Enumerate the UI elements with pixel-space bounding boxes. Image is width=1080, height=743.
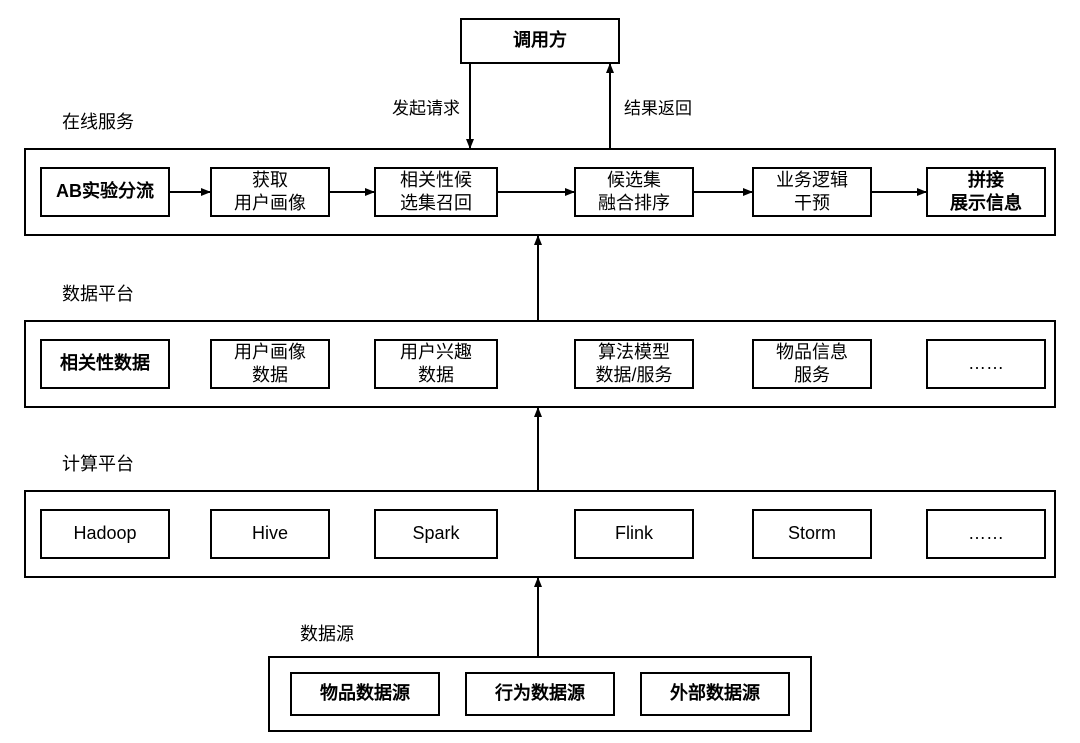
section-label-compute: 计算平台 xyxy=(62,450,134,476)
node-source-1: 物品数据源 xyxy=(290,672,440,716)
node-compute-2: Hive xyxy=(210,509,330,559)
node-source-2: 行为数据源 xyxy=(465,672,615,716)
node-platform-4: 算法模型 数据/服务 xyxy=(574,339,694,389)
node-online-4: 候选集 融合排序 xyxy=(574,167,694,217)
node-source-3: 外部数据源 xyxy=(640,672,790,716)
node-online-2: 获取 用户画像 xyxy=(210,167,330,217)
node-compute-4: Flink xyxy=(574,509,694,559)
edge-label-request: 发起请求 xyxy=(392,94,460,119)
node-caller: 调用方 xyxy=(460,18,620,64)
node-compute-5: Storm xyxy=(752,509,872,559)
node-compute-6: …… xyxy=(926,509,1046,559)
node-compute-1: Hadoop xyxy=(40,509,170,559)
container-online xyxy=(24,148,1056,236)
container-platform xyxy=(24,320,1056,408)
node-online-1: AB实验分流 xyxy=(40,167,170,217)
node-compute-3: Spark xyxy=(374,509,498,559)
node-online-5: 业务逻辑 干预 xyxy=(752,167,872,217)
node-online-6: 拼接 展示信息 xyxy=(926,167,1046,217)
node-platform-2: 用户画像 数据 xyxy=(210,339,330,389)
section-label-source: 数据源 xyxy=(300,620,354,646)
node-online-3: 相关性候 选集召回 xyxy=(374,167,498,217)
node-platform-1: 相关性数据 xyxy=(40,339,170,389)
section-label-online: 在线服务 xyxy=(62,108,134,134)
node-platform-3: 用户兴趣 数据 xyxy=(374,339,498,389)
edge-label-return: 结果返回 xyxy=(624,94,692,119)
container-compute xyxy=(24,490,1056,578)
section-label-platform: 数据平台 xyxy=(62,280,134,306)
node-platform-5: 物品信息 服务 xyxy=(752,339,872,389)
node-platform-6: …… xyxy=(926,339,1046,389)
